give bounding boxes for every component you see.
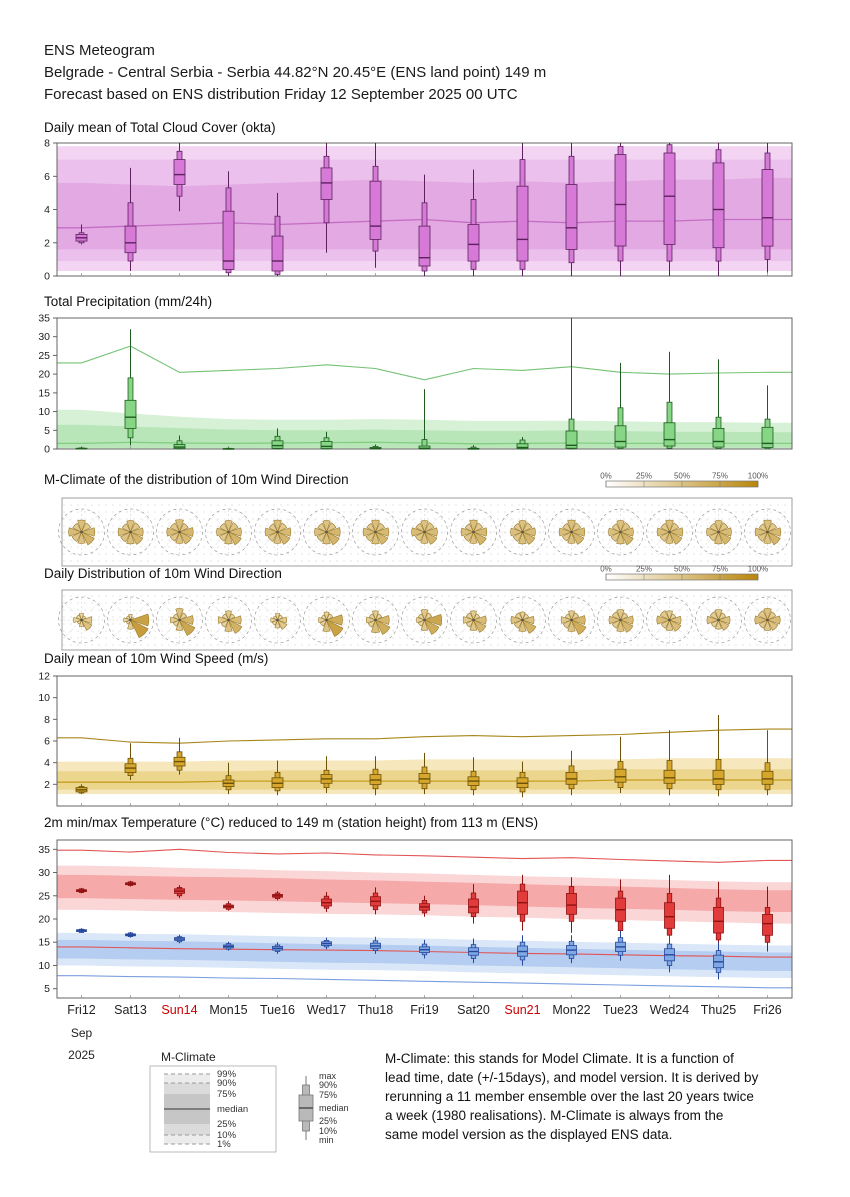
svg-text:Fri26: Fri26 <box>753 1003 782 1017</box>
svg-text:5: 5 <box>44 983 50 995</box>
svg-text:0: 0 <box>44 444 50 456</box>
svg-text:30: 30 <box>38 331 50 343</box>
svg-text:5: 5 <box>44 425 50 437</box>
svg-text:Mon15: Mon15 <box>209 1003 247 1017</box>
wind-dir-daily-strip <box>58 589 793 651</box>
svg-text:10: 10 <box>38 692 50 704</box>
wind-dir-mclimate-strip <box>58 497 793 567</box>
svg-text:12: 12 <box>38 671 50 683</box>
svg-text:2: 2 <box>44 779 50 791</box>
svg-text:25: 25 <box>38 890 50 902</box>
svg-text:Mon22: Mon22 <box>552 1003 590 1017</box>
mclimate-legend-title: M-Climate <box>158 1050 219 1064</box>
svg-text:75%: 75% <box>712 565 728 574</box>
svg-text:6: 6 <box>44 171 50 183</box>
svg-text:1%: 1% <box>217 1139 231 1150</box>
svg-text:Sep: Sep <box>71 1026 93 1040</box>
svg-text:10%: 10% <box>319 1126 337 1136</box>
svg-text:100%: 100% <box>748 472 768 481</box>
precip-panel-plot: 0 5 10 15 20 25 30 35 <box>38 313 793 456</box>
svg-text:Sat13: Sat13 <box>114 1003 147 1017</box>
svg-text:15: 15 <box>38 937 50 949</box>
svg-text:Thu18: Thu18 <box>358 1003 393 1017</box>
svg-text:Fri12: Fri12 <box>67 1003 96 1017</box>
svg-text:max: max <box>319 1071 337 1081</box>
svg-text:25: 25 <box>38 350 50 362</box>
precip-panel-title: Total Precipitation (mm/24h) <box>44 294 213 309</box>
svg-text:4: 4 <box>44 204 50 216</box>
svg-text:20: 20 <box>38 914 50 926</box>
svg-text:50%: 50% <box>674 472 690 481</box>
page-title: ENS Meteogram <box>44 42 155 59</box>
svg-text:35: 35 <box>38 313 50 325</box>
cloud-panel-plot: 0 2 4 6 8 <box>44 138 793 283</box>
temperature-panel-plot: 5 10 15 20 25 30 35 <box>38 839 793 999</box>
temperature-panel-title: 2m min/max Temperature (°C) reduced to 1… <box>44 815 539 830</box>
svg-text:75%: 75% <box>712 472 728 481</box>
cloud-panel-title: Daily mean of Total Cloud Cover (okta) <box>44 120 276 135</box>
svg-text:25%: 25% <box>636 565 652 574</box>
svg-text:30: 30 <box>38 867 50 879</box>
svg-text:2: 2 <box>44 237 50 249</box>
svg-text:50%: 50% <box>674 565 690 574</box>
svg-text:Tue23: Tue23 <box>603 1003 638 1017</box>
svg-text:8: 8 <box>44 138 50 150</box>
svg-text:10%: 10% <box>217 1130 237 1141</box>
mclimate-footnote: M-Climate: this stands for Model Climate… <box>385 1051 759 1142</box>
svg-text:99%: 99% <box>217 1069 237 1080</box>
svg-text:6: 6 <box>44 736 50 748</box>
svg-text:10: 10 <box>38 406 50 418</box>
svg-text:90%: 90% <box>217 1078 237 1089</box>
svg-text:Sun21: Sun21 <box>504 1003 540 1017</box>
forecast-base-line: Forecast based on ENS distribution Frida… <box>44 86 518 103</box>
header: ENS Meteogram Belgrade - Central Serbia … <box>44 40 546 106</box>
location-line: Belgrade - Central Serbia - Serbia 44.82… <box>44 64 547 81</box>
svg-text:25%: 25% <box>636 472 652 481</box>
svg-text:Sat20: Sat20 <box>457 1003 490 1017</box>
svg-text:25%: 25% <box>217 1119 237 1130</box>
svg-text:10: 10 <box>38 960 50 972</box>
x-axis-labels: Fri12 Sat13 Sun14 Mon15 Tue16 Wed17 Thu18 Fri19… <box>67 1003 782 1062</box>
svg-text:0: 0 <box>44 271 50 283</box>
windspeed-panel-plot: 2 4 6 8 10 12 <box>38 671 793 807</box>
svg-text:median: median <box>319 1103 349 1113</box>
svg-text:0%: 0% <box>600 565 612 574</box>
svg-text:median: median <box>217 1104 248 1115</box>
svg-text:100%: 100% <box>748 565 768 574</box>
svg-text:0%: 0% <box>600 472 612 481</box>
svg-text:75%: 75% <box>319 1090 337 1100</box>
svg-text:Thu25: Thu25 <box>701 1003 736 1017</box>
svg-text:Tue16: Tue16 <box>260 1003 295 1017</box>
wind-rose-color-legend: 0% 25% 50% 75% 100% <box>600 472 768 488</box>
svg-text:min: min <box>319 1135 334 1145</box>
mclimate-legend: 99%90%75% median 25%10%1% <box>149 1065 277 1153</box>
winddir-daily-panel-title: Daily Distribution of 10m Wind Direction <box>44 566 282 581</box>
svg-text:20: 20 <box>38 369 50 381</box>
svg-text:Wed24: Wed24 <box>650 1003 689 1017</box>
svg-text:35: 35 <box>38 844 50 856</box>
svg-text:15: 15 <box>38 387 50 399</box>
svg-text:25%: 25% <box>319 1116 337 1126</box>
wind-rose-color-legend: 0% 25% 50% 75% 100% <box>600 565 768 581</box>
svg-text:4: 4 <box>44 757 50 769</box>
svg-text:Sun14: Sun14 <box>161 1003 197 1017</box>
svg-text:90%: 90% <box>319 1080 337 1090</box>
windspeed-panel-title: Daily mean of 10m Wind Speed (m/s) <box>44 651 269 666</box>
svg-text:75%: 75% <box>217 1089 237 1100</box>
svg-text:2025: 2025 <box>68 1048 95 1062</box>
winddir-mclimate-panel-title: M-Climate of the distribution of 10m Win… <box>44 472 349 487</box>
svg-text:Wed17: Wed17 <box>307 1003 346 1017</box>
svg-text:8: 8 <box>44 714 50 726</box>
svg-text:Fri19: Fri19 <box>410 1003 439 1017</box>
